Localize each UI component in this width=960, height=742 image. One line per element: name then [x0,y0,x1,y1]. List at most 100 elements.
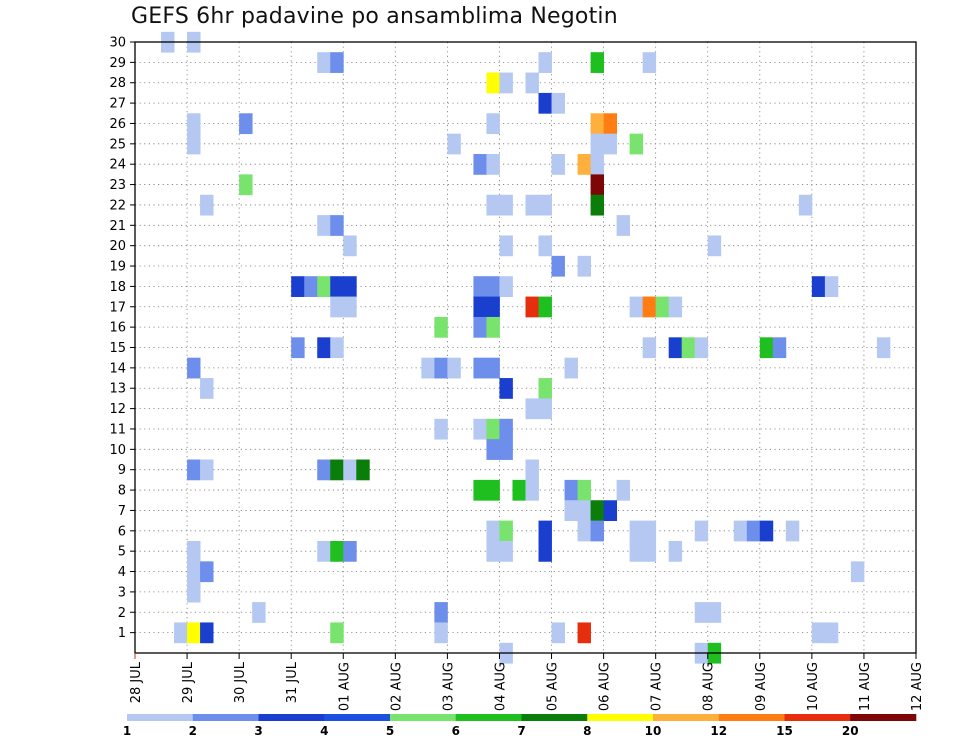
heatmap-cell [330,540,344,562]
y-tick-label: 11 [109,422,126,437]
colorbar-label: 5 [386,724,394,738]
heatmap-cell [447,133,461,155]
heatmap-cell [317,215,331,236]
x-tick-label: 01 AUG [337,662,352,711]
heatmap-cell [343,296,357,318]
heatmap-cell [187,357,201,379]
colorbar-label: 6 [452,724,460,738]
heatmap-cell [642,52,657,73]
y-tick-label: 17 [109,300,126,315]
heatmap-cell [486,479,500,501]
y-tick-label: 21 [109,219,126,234]
colorbar-segment [192,714,259,721]
heatmap-cell [798,194,813,216]
heatmap-cell [317,337,331,359]
colorbar-segment [127,714,194,721]
colorbar-segment [653,714,720,721]
heatmap-cell [759,520,774,542]
heatmap-cell [655,296,670,318]
heatmap-cell [499,235,513,257]
heatmap-cell [330,622,344,644]
heatmap-cell [577,622,591,644]
heatmap-cell [473,154,487,175]
heatmap-cell [486,276,500,297]
x-tick-label: 02 AUG [389,662,404,711]
heatmap-cell [629,296,644,318]
heatmap-cell [499,378,513,399]
y-tick-label: 15 [109,341,126,356]
colorbar-segment [850,714,917,721]
y-tick-label: 10 [109,443,126,458]
heatmap-cell [200,561,214,583]
heatmap-cell [239,113,253,135]
heatmap-cell [330,459,344,481]
colorbar-segment [390,714,457,721]
heatmap-cell [434,622,448,644]
heatmap-cell [525,398,539,420]
heatmap-cell [330,215,344,236]
heatmap-cell [590,154,604,175]
heatmap-cell [629,520,644,542]
y-tick-label: 30 [109,36,126,51]
heatmap-cell [486,357,500,379]
y-tick-label: 5 [118,545,126,560]
y-tick-label: 4 [118,565,126,580]
y-tick-label: 29 [109,56,126,71]
heatmap-cell [642,337,657,359]
heatmap-cell [187,133,201,155]
heatmap-cell [850,561,865,583]
heatmap-cell [590,174,604,196]
heatmap-cell [564,500,578,522]
x-tick-label: 04 AUG [493,662,508,711]
heatmap-cell [486,296,500,318]
y-tick-label: 22 [109,198,126,213]
heatmap-cell [486,154,500,175]
heatmap-cell [603,113,618,135]
heatmap-cell [330,296,344,318]
heatmap-cell [590,500,604,522]
heatmap-cell [200,459,214,481]
heatmap-cell [590,52,604,73]
heatmap-cell [317,459,331,481]
y-tick-label: 2 [118,606,126,621]
colorbar-label: 15 [776,724,793,738]
heatmap-cell [434,602,448,623]
heatmap-cell [499,418,513,440]
heatmap-cell [187,113,201,135]
heatmap-cell [473,296,487,318]
colorbar-label: 8 [583,724,591,738]
heatmap-cell [642,520,657,542]
heatmap-cell [746,520,761,542]
colorbar-segment [784,714,851,721]
colorbar-segment [258,714,325,721]
heatmap-cell [811,276,826,297]
heatmap-cell [538,92,552,114]
y-tick-label: 19 [109,260,126,275]
heatmap-cell [603,500,618,522]
heatmap-cell [187,540,201,562]
colorbar-segment [587,714,654,721]
heatmap-cell [707,602,722,623]
heatmap-cell [499,276,513,297]
heatmap-cell [473,418,487,440]
y-tick-label: 13 [109,382,126,397]
heatmap-cell [174,622,188,644]
heatmap-cell [551,92,565,114]
y-axis: 1234567891011121314151617181920212223242… [109,36,135,641]
colorbar-label: 7 [517,724,525,738]
heatmap-cell [343,459,357,481]
heatmap-cell [538,194,552,216]
heatmap-cell [577,500,591,522]
heatmap-cell [538,398,552,420]
heatmap-cell [317,276,331,297]
heatmap-cell [499,439,513,460]
heatmap-cell [564,479,578,501]
heatmap-cell [616,479,631,501]
heatmap-cell [668,337,683,359]
y-tick-label: 18 [109,280,126,295]
heatmap-cell [473,357,487,379]
x-axis: 28 JUL 29 JUL 30 JUL 31 JUL 01 AUG 02 AUG 03 A… [129,653,925,711]
heatmap-cell [356,459,370,481]
heatmap-cell [343,540,357,562]
